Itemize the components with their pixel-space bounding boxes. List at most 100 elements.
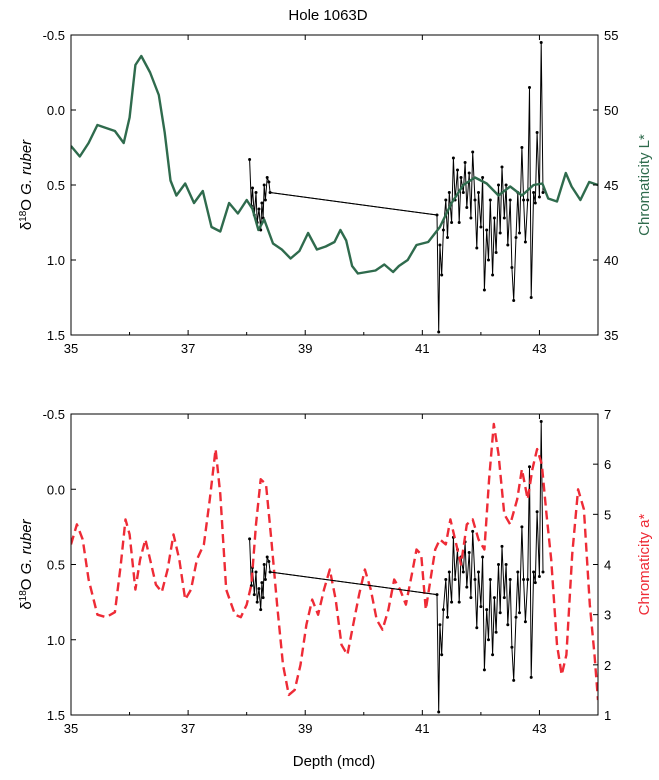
x-tick-label: 39 (298, 341, 312, 356)
right-y-tick-label: 4 (604, 558, 611, 573)
data-point (523, 240, 527, 244)
data-point (465, 585, 469, 589)
data-point (252, 593, 256, 597)
data-point (497, 183, 500, 187)
data-point (520, 146, 524, 149)
data-point (512, 678, 516, 682)
data-point (479, 225, 483, 229)
x-tick-label: 39 (298, 721, 312, 736)
data-point (438, 623, 442, 627)
series-line-2 (270, 571, 438, 596)
data-point (457, 221, 461, 224)
data-point (504, 563, 508, 566)
data-point (450, 600, 454, 604)
data-point (494, 251, 498, 254)
left-y-tick-label: -0.5 (43, 407, 65, 422)
right-y-tick-label: 55 (604, 28, 618, 43)
x-tick-label: 41 (415, 721, 429, 736)
data-point (438, 243, 442, 247)
data-point (491, 653, 495, 657)
x-axis-label: Depth (mcd) (293, 753, 376, 770)
data-point (469, 216, 473, 220)
data-point (498, 611, 502, 615)
right-y-tick-label: 5 (604, 507, 611, 522)
x-tick-label: 43 (532, 721, 546, 736)
data-point (261, 596, 265, 600)
data-point (526, 578, 530, 581)
data-point (465, 206, 469, 209)
data-point (523, 620, 527, 624)
data-point (487, 258, 490, 262)
data-point (475, 626, 479, 630)
left-y-axis: -0.5 0.0 0.5 1.0 1.5 (43, 28, 76, 343)
data-point (533, 581, 537, 585)
right-y-tick-label: 45 (604, 178, 618, 193)
data-point (248, 158, 252, 161)
data-point (488, 578, 492, 581)
right-y-tick-label: 40 (604, 253, 618, 268)
data-point (533, 201, 537, 205)
left-y-tick-label: 0.0 (47, 103, 65, 118)
data-point (529, 675, 533, 679)
plot-frame (70, 34, 599, 336)
data-point (502, 596, 506, 600)
data-point (463, 161, 467, 164)
right-y-tick-label: 3 (604, 608, 611, 623)
right-y-tick-label: 2 (604, 658, 611, 673)
data-point (456, 168, 459, 172)
data-point (446, 615, 449, 619)
x-tick-label: 41 (415, 341, 429, 356)
data-point (532, 191, 536, 194)
data-point (461, 191, 465, 194)
data-point (518, 231, 521, 235)
data-point (475, 246, 479, 250)
data-point (541, 570, 545, 574)
data-point (473, 198, 477, 202)
data-point (453, 578, 457, 581)
data-point (437, 330, 441, 334)
data-point (444, 198, 448, 202)
x-tick-label: 43 (532, 341, 546, 356)
x-tick-label: 37 (181, 341, 195, 356)
left-y-tick-label: 1.0 (47, 633, 65, 648)
panel-top-chromaticity-l: 35 37 39 41 43 -0.5 0.0 0.5 1.0 1.5 35 40 45 50 55 δ… (18, 28, 654, 356)
data-point (257, 207, 261, 211)
data-point (522, 578, 526, 581)
data-point (526, 198, 530, 202)
x-tick-label: 35 (64, 341, 78, 356)
data-point (535, 510, 539, 514)
data-point (506, 623, 510, 627)
data-point (528, 86, 531, 89)
data-point (251, 186, 254, 190)
data-point (248, 537, 252, 541)
data-point (506, 243, 510, 247)
left-y-tick-label: 1.5 (47, 328, 65, 343)
data-point (467, 171, 471, 175)
data-point (254, 191, 258, 194)
right-axis-label: Chromaticity a* (636, 513, 653, 615)
data-point (528, 465, 531, 469)
data-point (457, 600, 461, 604)
data-point (529, 296, 533, 299)
data-point (262, 183, 266, 187)
data-point (440, 273, 444, 277)
data-point (254, 570, 258, 574)
data-point (257, 587, 261, 591)
data-point (492, 216, 496, 220)
panel-bottom-chromaticity-a: 35 37 39 41 43 -0.5 0.0 0.5 1.0 1.5 1 2 3 4 5 6 7 δ18O… (18, 407, 654, 736)
data-point (440, 653, 444, 657)
series-line-1 (71, 54, 598, 275)
right-y-tick-label: 6 (604, 457, 611, 472)
series-layer (71, 41, 598, 334)
data-point (255, 600, 259, 604)
data-point (498, 231, 502, 235)
left-y-axis: -0.5 0.0 0.5 1.0 1.5 (43, 407, 76, 723)
data-point (461, 570, 465, 574)
data-point (537, 195, 541, 199)
data-point (259, 608, 263, 612)
data-point (488, 198, 492, 202)
data-point (263, 578, 267, 581)
data-point (500, 544, 504, 548)
data-point (477, 191, 480, 194)
series-layer (71, 420, 598, 714)
